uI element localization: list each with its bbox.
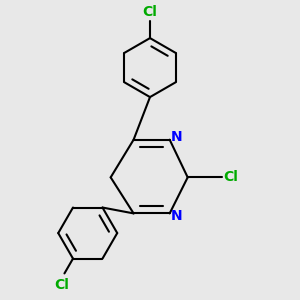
Text: Cl: Cl bbox=[54, 278, 69, 292]
Text: Cl: Cl bbox=[142, 4, 158, 19]
Text: N: N bbox=[170, 130, 182, 144]
Text: Cl: Cl bbox=[224, 170, 238, 184]
Text: N: N bbox=[170, 209, 182, 223]
